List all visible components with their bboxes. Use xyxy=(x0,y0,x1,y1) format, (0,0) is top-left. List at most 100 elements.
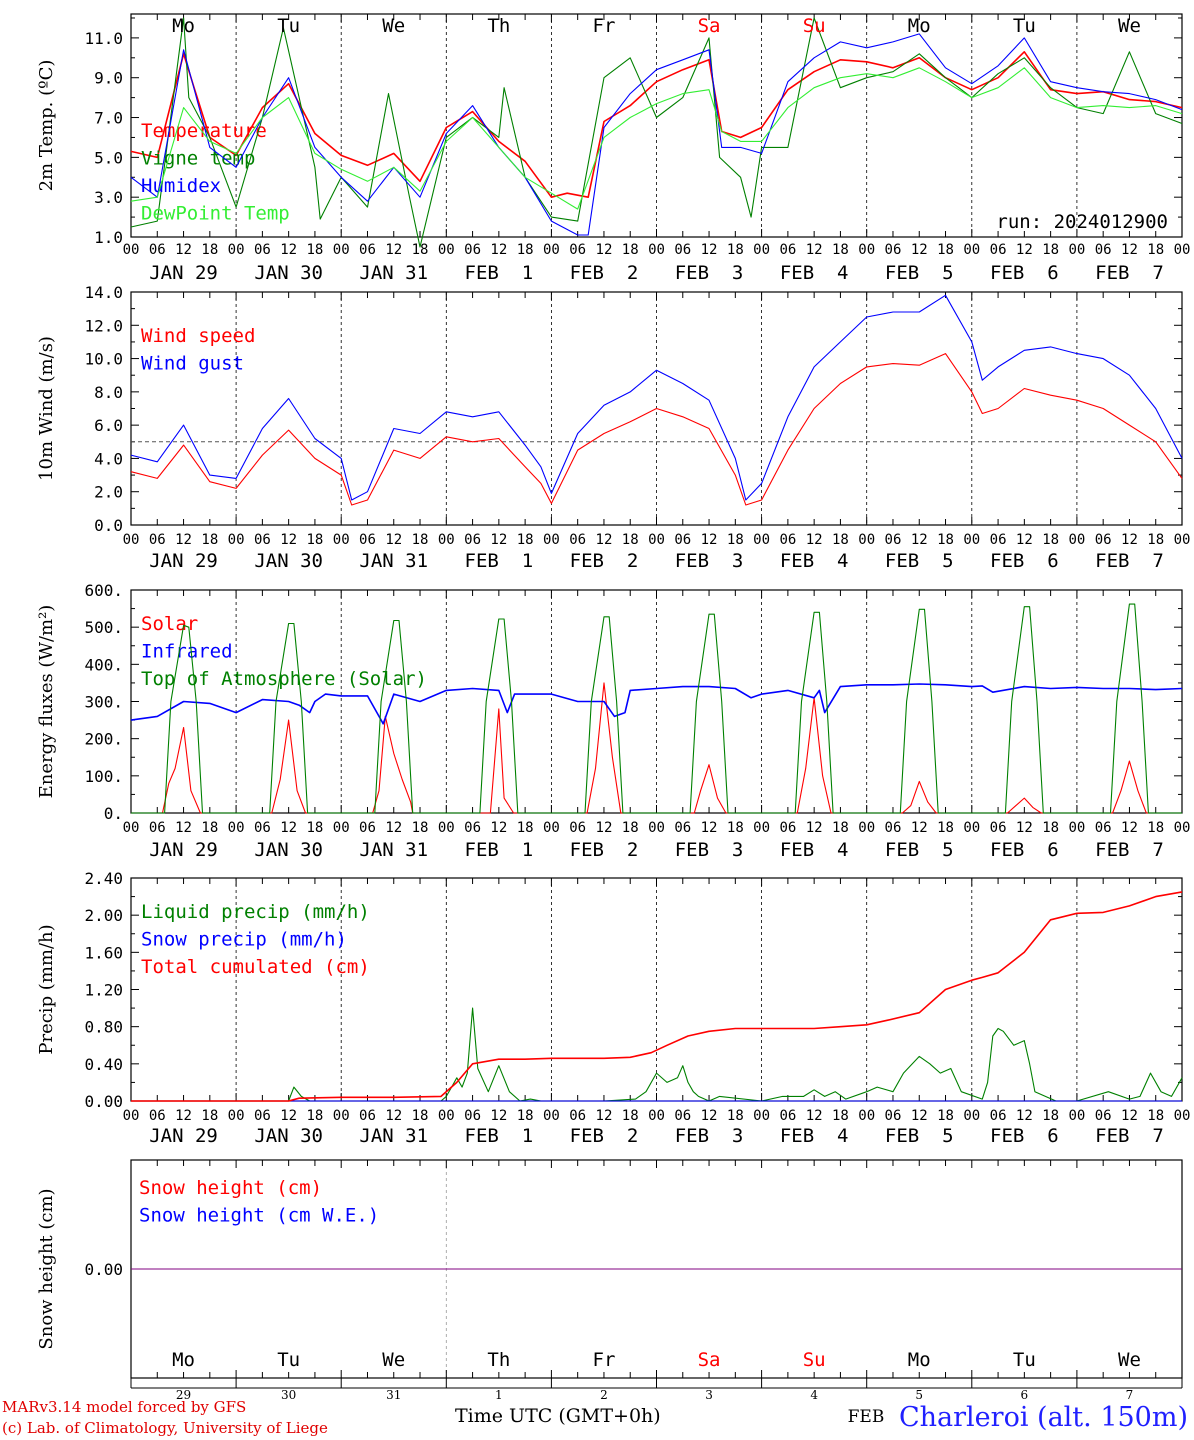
hour-label: 12 xyxy=(1121,242,1138,258)
y-tick-label: 6.0 xyxy=(94,416,123,435)
date-label: FEB 5 xyxy=(885,1125,954,1147)
legend-entry: Wind speed xyxy=(141,325,255,347)
legend-entry: Snow height (cm) xyxy=(139,1177,322,1199)
hour-label: 00 xyxy=(858,532,875,548)
date-label: FEB 3 xyxy=(675,1125,744,1147)
hour-label: 12 xyxy=(1016,532,1033,548)
weekday-label-bottom: Su xyxy=(803,1349,826,1371)
legend-entry: Vigne temp xyxy=(141,148,255,170)
hour-label: 12 xyxy=(385,1108,402,1124)
hour-label: 00 xyxy=(963,1108,980,1124)
hour-label: 00 xyxy=(123,532,140,548)
date-label: JAN 29 xyxy=(149,839,218,861)
hour-label: 18 xyxy=(201,1108,218,1124)
hour-label: 18 xyxy=(832,820,849,836)
date-label: JAN 30 xyxy=(254,839,323,861)
hour-label: 12 xyxy=(280,532,297,548)
series-line-lightgreen xyxy=(130,67,1183,210)
hour-label: 06 xyxy=(990,242,1007,258)
weekday-label-top: Su xyxy=(803,15,826,37)
hour-label: 06 xyxy=(990,820,1007,836)
hour-label: 06 xyxy=(885,532,902,548)
weekday-label-bottom: Sa xyxy=(698,1349,721,1371)
hour-label: 12 xyxy=(385,532,402,548)
hour-label: 06 xyxy=(885,820,902,836)
y-tick-label: 2.00 xyxy=(84,906,123,925)
hour-label: 18 xyxy=(517,242,534,258)
hour-label: 18 xyxy=(517,1108,534,1124)
hour-label: 00 xyxy=(438,242,455,258)
hour-label: 06 xyxy=(149,532,166,548)
hour-label: 12 xyxy=(490,532,507,548)
y-tick-label: 9.0 xyxy=(94,69,123,88)
hour-label: 06 xyxy=(674,242,691,258)
hour-label: 12 xyxy=(806,1108,823,1124)
y-tick-label: 0.00 xyxy=(84,1260,123,1279)
y-tick-label: 1.20 xyxy=(84,981,123,1000)
legend-entry: Snow precip (mm/h) xyxy=(141,929,347,951)
date-label: FEB 1 xyxy=(465,550,534,572)
hour-label: 18 xyxy=(201,820,218,836)
hour-label: 00 xyxy=(438,1108,455,1124)
series-line-red xyxy=(131,891,1183,1102)
y-axis-label: 10m Wind (m/s) xyxy=(36,336,57,481)
date-label: JAN 31 xyxy=(359,550,428,572)
hour-label: 12 xyxy=(280,820,297,836)
hour-label: 12 xyxy=(490,1108,507,1124)
hour-label: 18 xyxy=(622,820,639,836)
date-label: FEB 4 xyxy=(780,1125,849,1147)
hour-label: 00 xyxy=(1068,1108,1085,1124)
run-label: run: 2024012900 xyxy=(996,211,1168,233)
series-line-darkgreen xyxy=(131,1007,1183,1102)
hour-label: 06 xyxy=(359,820,376,836)
weekday-label-top: Fr xyxy=(593,15,616,37)
hour-label: 12 xyxy=(1121,820,1138,836)
date-label: FEB 6 xyxy=(990,550,1059,572)
series-line-blue xyxy=(130,683,1183,725)
date-label: FEB 6 xyxy=(990,1125,1059,1147)
date-label: FEB 1 xyxy=(465,839,534,861)
hour-label: 00 xyxy=(438,820,455,836)
hour-label: 18 xyxy=(1147,242,1164,258)
hour-label: 06 xyxy=(149,242,166,258)
hour-label: 18 xyxy=(1147,532,1164,548)
hour-label: 00 xyxy=(123,1108,140,1124)
hour-label: 12 xyxy=(1016,1108,1033,1124)
date-label: JAN 29 xyxy=(149,550,218,572)
day-number: 3 xyxy=(705,1388,713,1402)
hour-label: 00 xyxy=(228,242,245,258)
hour-label: 18 xyxy=(412,820,429,836)
hour-label: 18 xyxy=(306,242,323,258)
date-label: FEB 7 xyxy=(1095,1125,1164,1147)
legend-entry: DewPoint Temp xyxy=(141,203,290,225)
hour-label: 00 xyxy=(438,532,455,548)
hour-label: 18 xyxy=(412,1108,429,1124)
hour-label: 18 xyxy=(412,242,429,258)
series-line-blue xyxy=(130,33,1183,236)
hour-label: 12 xyxy=(911,242,928,258)
time-axis-label: Time UTC (GMT+0h) xyxy=(455,1405,661,1427)
hour-label: 18 xyxy=(937,242,954,258)
hour-label: 00 xyxy=(858,820,875,836)
y-axis-label: Snow height (cm) xyxy=(36,1188,57,1349)
day-number: 2 xyxy=(600,1388,608,1402)
hour-label: 06 xyxy=(149,1108,166,1124)
hour-label: 00 xyxy=(228,1108,245,1124)
date-label: JAN 29 xyxy=(149,1125,218,1147)
hour-label: 06 xyxy=(359,242,376,258)
hour-label: 00 xyxy=(753,242,770,258)
date-label: FEB 4 xyxy=(780,262,849,284)
day-number: 29 xyxy=(176,1388,191,1402)
legend-entry: Liquid precip (mm/h) xyxy=(141,901,370,923)
hour-label: 12 xyxy=(1016,820,1033,836)
hour-label: 00 xyxy=(963,820,980,836)
hour-label: 06 xyxy=(885,242,902,258)
hour-label: 18 xyxy=(727,820,744,836)
hour-label: 06 xyxy=(254,242,271,258)
hour-label: 00 xyxy=(753,1108,770,1124)
hour-label: 12 xyxy=(280,242,297,258)
hour-label: 00 xyxy=(648,532,665,548)
hour-label: 12 xyxy=(280,1108,297,1124)
weekday-label-bottom: We xyxy=(1118,1349,1141,1371)
day-number: 7 xyxy=(1126,1388,1134,1402)
